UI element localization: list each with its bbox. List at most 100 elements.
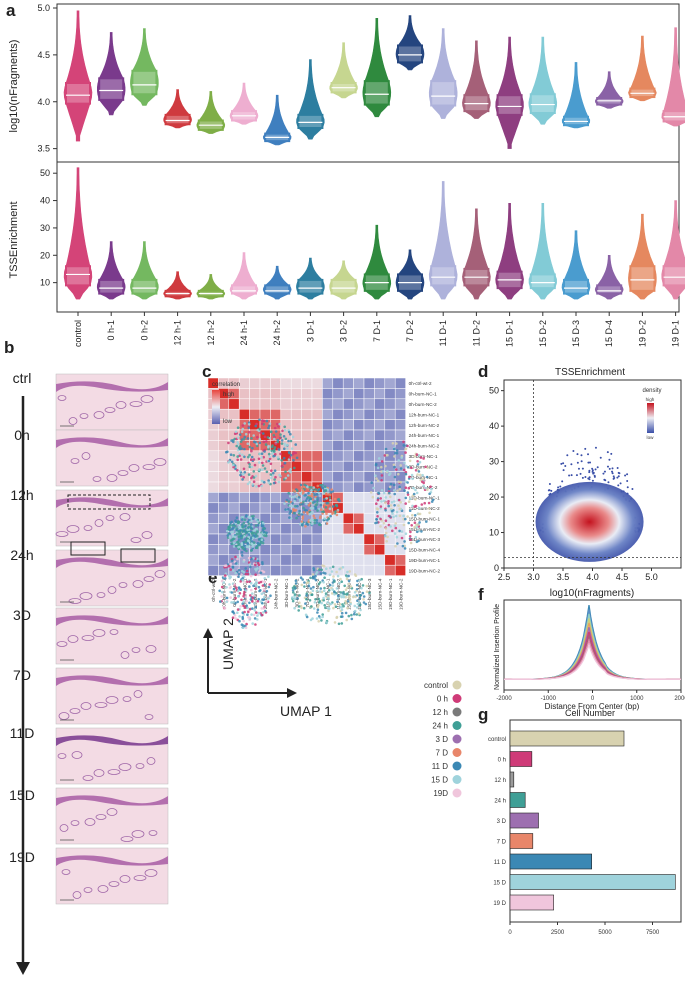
umap-point bbox=[341, 566, 345, 569]
umap-point bbox=[416, 463, 420, 466]
violin-4 bbox=[196, 274, 226, 300]
umap-point bbox=[333, 580, 336, 583]
heatmap-cell bbox=[270, 492, 282, 504]
a-bottom-ytick-label-4: 50 bbox=[40, 168, 50, 178]
umap-legend-dot-3 bbox=[452, 721, 462, 730]
umap-point bbox=[393, 465, 396, 469]
epidermis-1 bbox=[56, 437, 168, 448]
umap-point bbox=[263, 467, 267, 470]
umap-point bbox=[322, 564, 326, 568]
umap-point bbox=[371, 495, 375, 499]
density-legend-title: density bbox=[642, 388, 661, 394]
umap-point bbox=[417, 512, 421, 516]
umap-point bbox=[388, 485, 392, 489]
heatmap-cell bbox=[259, 408, 271, 420]
umap-point bbox=[384, 519, 388, 522]
umap-point bbox=[235, 444, 238, 448]
umap-point bbox=[322, 596, 325, 600]
umap-legend-label-0: control bbox=[424, 681, 448, 690]
umap-point bbox=[320, 619, 323, 622]
umap-point bbox=[264, 443, 268, 446]
umap-point bbox=[346, 600, 350, 603]
profile-line-9 bbox=[504, 642, 681, 681]
box-2 bbox=[131, 278, 158, 295]
umap-point bbox=[257, 559, 260, 563]
umap-point bbox=[384, 496, 388, 499]
umap-point bbox=[282, 435, 286, 438]
umap-point bbox=[401, 544, 405, 548]
umap-point bbox=[293, 585, 296, 588]
heatmap-cell bbox=[270, 502, 282, 514]
heatmap-cell bbox=[290, 533, 302, 545]
umap-point bbox=[339, 577, 342, 581]
umap-point bbox=[233, 535, 237, 539]
umap-point bbox=[384, 531, 388, 535]
d-xtick-label-0: 2.5 bbox=[498, 572, 511, 582]
heatmap-row-label-3: 12h-burn-NC-1 bbox=[409, 412, 440, 417]
umap-point bbox=[417, 539, 420, 543]
umap-point bbox=[289, 453, 293, 457]
heatmap-cell bbox=[270, 388, 282, 400]
umap-point bbox=[383, 499, 386, 503]
umap-point bbox=[238, 452, 241, 455]
umap-point bbox=[314, 572, 318, 576]
umap-point bbox=[319, 503, 323, 507]
umap-point bbox=[318, 601, 321, 604]
umap-point bbox=[325, 512, 328, 516]
umap-point bbox=[251, 483, 255, 486]
umap-point bbox=[291, 435, 295, 439]
umap-point bbox=[253, 617, 257, 620]
umap-point bbox=[336, 574, 340, 578]
umap-point bbox=[323, 604, 327, 607]
heatmap-cell bbox=[311, 450, 323, 462]
umap-point bbox=[281, 429, 284, 433]
umap-point bbox=[302, 490, 305, 494]
heatmap-cell bbox=[322, 419, 334, 431]
heatmap-cell bbox=[332, 492, 344, 504]
umap-point bbox=[262, 432, 265, 435]
umap-point bbox=[305, 615, 309, 619]
heatmap-cell bbox=[301, 450, 313, 462]
umap-point bbox=[250, 549, 253, 552]
umap-point bbox=[392, 483, 396, 487]
umap-point bbox=[247, 610, 250, 614]
umap-point bbox=[287, 507, 290, 511]
umap-point bbox=[240, 541, 244, 545]
umap-point bbox=[403, 540, 406, 543]
umap-point bbox=[291, 452, 295, 456]
umap-point bbox=[299, 492, 303, 495]
umap-point bbox=[230, 530, 233, 534]
heatmap-cell bbox=[290, 419, 302, 431]
umap-point bbox=[237, 568, 241, 572]
umap-point bbox=[229, 562, 232, 566]
umap-point bbox=[251, 536, 255, 540]
bar-label-4: 3 D bbox=[497, 819, 507, 825]
umap-point bbox=[315, 503, 319, 506]
bar-label-2: 12 h bbox=[494, 778, 506, 784]
umap-point bbox=[302, 506, 305, 510]
umap-point bbox=[308, 513, 311, 516]
umap-point bbox=[291, 599, 295, 603]
tissue-structure bbox=[96, 592, 106, 598]
umap-point bbox=[249, 598, 253, 601]
umap-point bbox=[250, 557, 253, 561]
umap-point bbox=[258, 441, 262, 445]
umap-point bbox=[324, 606, 327, 610]
epidermis-8 bbox=[56, 855, 168, 866]
umap-point bbox=[258, 533, 261, 536]
umap-point bbox=[250, 523, 253, 526]
umap-point bbox=[307, 520, 310, 524]
heatmap-cell bbox=[384, 388, 396, 400]
epidermis-3 bbox=[56, 557, 168, 568]
umap-point bbox=[398, 488, 402, 491]
umap-point bbox=[297, 496, 301, 499]
umap-point bbox=[240, 545, 244, 549]
umap-point bbox=[313, 521, 317, 525]
heatmap-cell bbox=[353, 419, 365, 431]
umap-point bbox=[238, 619, 241, 623]
umap-point bbox=[252, 480, 256, 484]
umap-point bbox=[409, 541, 413, 545]
heatmap-cell bbox=[301, 554, 313, 566]
heatmap-cell bbox=[218, 544, 230, 556]
umap-point bbox=[382, 491, 386, 495]
